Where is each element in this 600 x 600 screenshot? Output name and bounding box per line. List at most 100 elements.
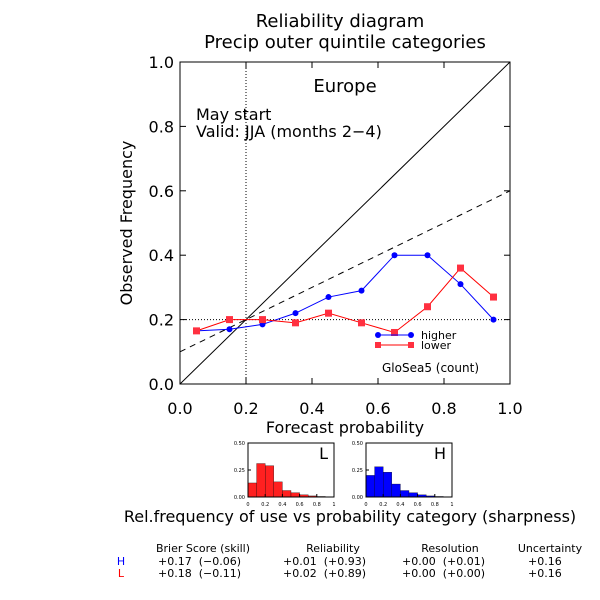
x-tick-label: 0.6	[365, 399, 390, 418]
scores-lower-brier: +0.18 (−0.11)	[158, 567, 241, 580]
histogram-label-higher: H	[434, 444, 446, 463]
histogram-x-tick-label: 0	[364, 502, 367, 508]
scores-higher-uncertainty: +0.16	[528, 555, 562, 568]
x-tick-label: 0.2	[233, 399, 258, 418]
region-label: Europe	[313, 76, 376, 97]
histogram-bar	[365, 475, 375, 498]
series-layer	[193, 252, 497, 336]
histogram-bar	[247, 482, 257, 498]
sharpness-histogram-higher: 0.50 0.25 0.000 0.2 0.4 0.6 0.8 1 H	[352, 441, 454, 508]
series-point-lower	[325, 309, 332, 317]
histogram-bar	[265, 465, 274, 498]
histogram-x-tick-label: 0.8	[313, 502, 321, 508]
series-point-higher	[391, 252, 398, 259]
x-tick-label: 0.8	[431, 399, 456, 418]
legend-marker-higher	[375, 332, 381, 338]
y-tick-label: 0.2	[149, 311, 174, 330]
scores-row-label-lower: L	[118, 567, 125, 580]
histogram-bar	[256, 463, 266, 498]
scores-row-label-higher: H	[117, 555, 125, 568]
legend-marker-lower	[375, 342, 381, 348]
histogram-bar	[282, 490, 292, 498]
histogram-x-tick-label: 0.8	[431, 502, 439, 508]
main-ticks	[179, 61, 511, 385]
series-point-higher	[358, 287, 365, 294]
histogram-bar	[391, 483, 401, 498]
legend-label-lower: lower	[421, 339, 452, 352]
y-tick-label: 1.0	[149, 53, 174, 72]
histogram-bar	[408, 492, 418, 498]
series-point-higher	[490, 316, 497, 323]
histogram-x-tick-label: 1	[450, 502, 453, 508]
scores-lower-uncertainty: +0.16	[528, 567, 562, 580]
histogram-bar	[400, 490, 410, 498]
chart-subtitle: Precip outer quintile categories	[204, 32, 486, 53]
scores-header-reliability: Reliability	[306, 542, 360, 555]
y-tick-label: 0.6	[149, 182, 174, 201]
series-point-lower	[292, 319, 299, 327]
series-point-higher	[292, 310, 299, 317]
histogram-y-tick-label: 0.00	[234, 495, 245, 501]
sharpness-caption: Rel.frequency of use vs probability cate…	[124, 507, 576, 526]
histogram-x-tick-label: 0.6	[414, 502, 422, 508]
series-point-higher	[424, 252, 431, 259]
main-tick-labels: 0.0 0.2 0.4 0.6 0.8 1.0 0.0 0.2 0.4 0.6 0.8 1.0	[149, 53, 523, 418]
x-tick-label: 1.0	[497, 399, 522, 418]
x-tick-label: 0.0	[167, 399, 192, 418]
series-point-lower	[193, 327, 200, 335]
histogram-x-tick-label: 0.2	[379, 502, 387, 508]
legend: higher lower	[375, 329, 457, 352]
scores-header-uncertainty: Uncertainty	[518, 542, 583, 555]
chart-title: Reliability diagram	[256, 11, 425, 32]
legend-marker-lower	[408, 342, 414, 348]
histogram-x-tick-label: 0.4	[278, 502, 286, 508]
series-point-higher	[457, 281, 464, 288]
x-tick-label: 0.4	[299, 399, 324, 418]
series-point-lower	[259, 316, 266, 324]
scores-higher-resolution: +0.00 (+0.01)	[402, 555, 485, 568]
series-point-lower	[358, 319, 365, 327]
histogram-y-tick-label: 0.25	[352, 468, 363, 474]
main-plot-frame	[179, 61, 511, 385]
scores-higher-reliability: +0.01 (+0.93)	[283, 555, 366, 568]
y-tick-label: 0.4	[149, 246, 174, 265]
start-label: May start	[196, 105, 271, 124]
series-point-lower	[457, 264, 464, 272]
scores-lower-reliability: +0.02 (+0.89)	[283, 567, 366, 580]
series-line-lower	[196, 267, 494, 334]
scores-header-brier: Brier Score (skill)	[156, 542, 250, 555]
series-point-higher	[226, 326, 233, 333]
histogram-x-tick-label: 1	[332, 502, 335, 508]
scores-higher-brier: +0.17 (−0.06)	[158, 555, 241, 568]
legend-marker-higher	[408, 332, 414, 338]
histogram-y-tick-label: 0.50	[234, 441, 245, 447]
scores-header-resolution: Resolution	[421, 542, 479, 555]
histogram-bar	[374, 466, 384, 498]
histogram-bar	[383, 472, 392, 498]
perfect-reliability-diagonal	[179, 61, 511, 385]
y-tick-label: 0.0	[149, 375, 174, 394]
series-point-lower	[490, 293, 497, 301]
series-point-higher	[325, 294, 332, 301]
histogram-bar	[273, 481, 283, 498]
histogram-y-tick-label: 0.25	[234, 468, 245, 474]
scores-table: Brier Score (skill) Reliability Resoluti…	[117, 542, 583, 580]
series-point-lower	[424, 303, 431, 311]
y-axis-label: Observed Frequency	[117, 141, 136, 306]
series-point-lower	[226, 316, 233, 324]
model-label: GloSea5 (count)	[382, 361, 479, 375]
series-point-lower	[391, 328, 398, 336]
histogram-y-tick-label: 0.00	[352, 495, 363, 501]
histogram-x-tick-label: 0.4	[396, 502, 404, 508]
histogram-bar	[290, 492, 300, 498]
x-axis-label: Forecast probability	[266, 418, 424, 437]
legend-label-higher: higher	[421, 329, 457, 342]
histogram-x-tick-label: 0.2	[261, 502, 269, 508]
histogram-x-tick-label: 0	[246, 502, 249, 508]
series-line-higher	[196, 254, 494, 332]
y-tick-label: 0.8	[149, 117, 174, 136]
sharpness-histogram-lower: 0.50 0.25 0.000 0.2 0.4 0.6 0.8 1 L	[234, 441, 336, 508]
valid-label: Valid: JJA (months 2−4)	[196, 122, 382, 141]
histogram-x-tick-label: 0.6	[296, 502, 304, 508]
